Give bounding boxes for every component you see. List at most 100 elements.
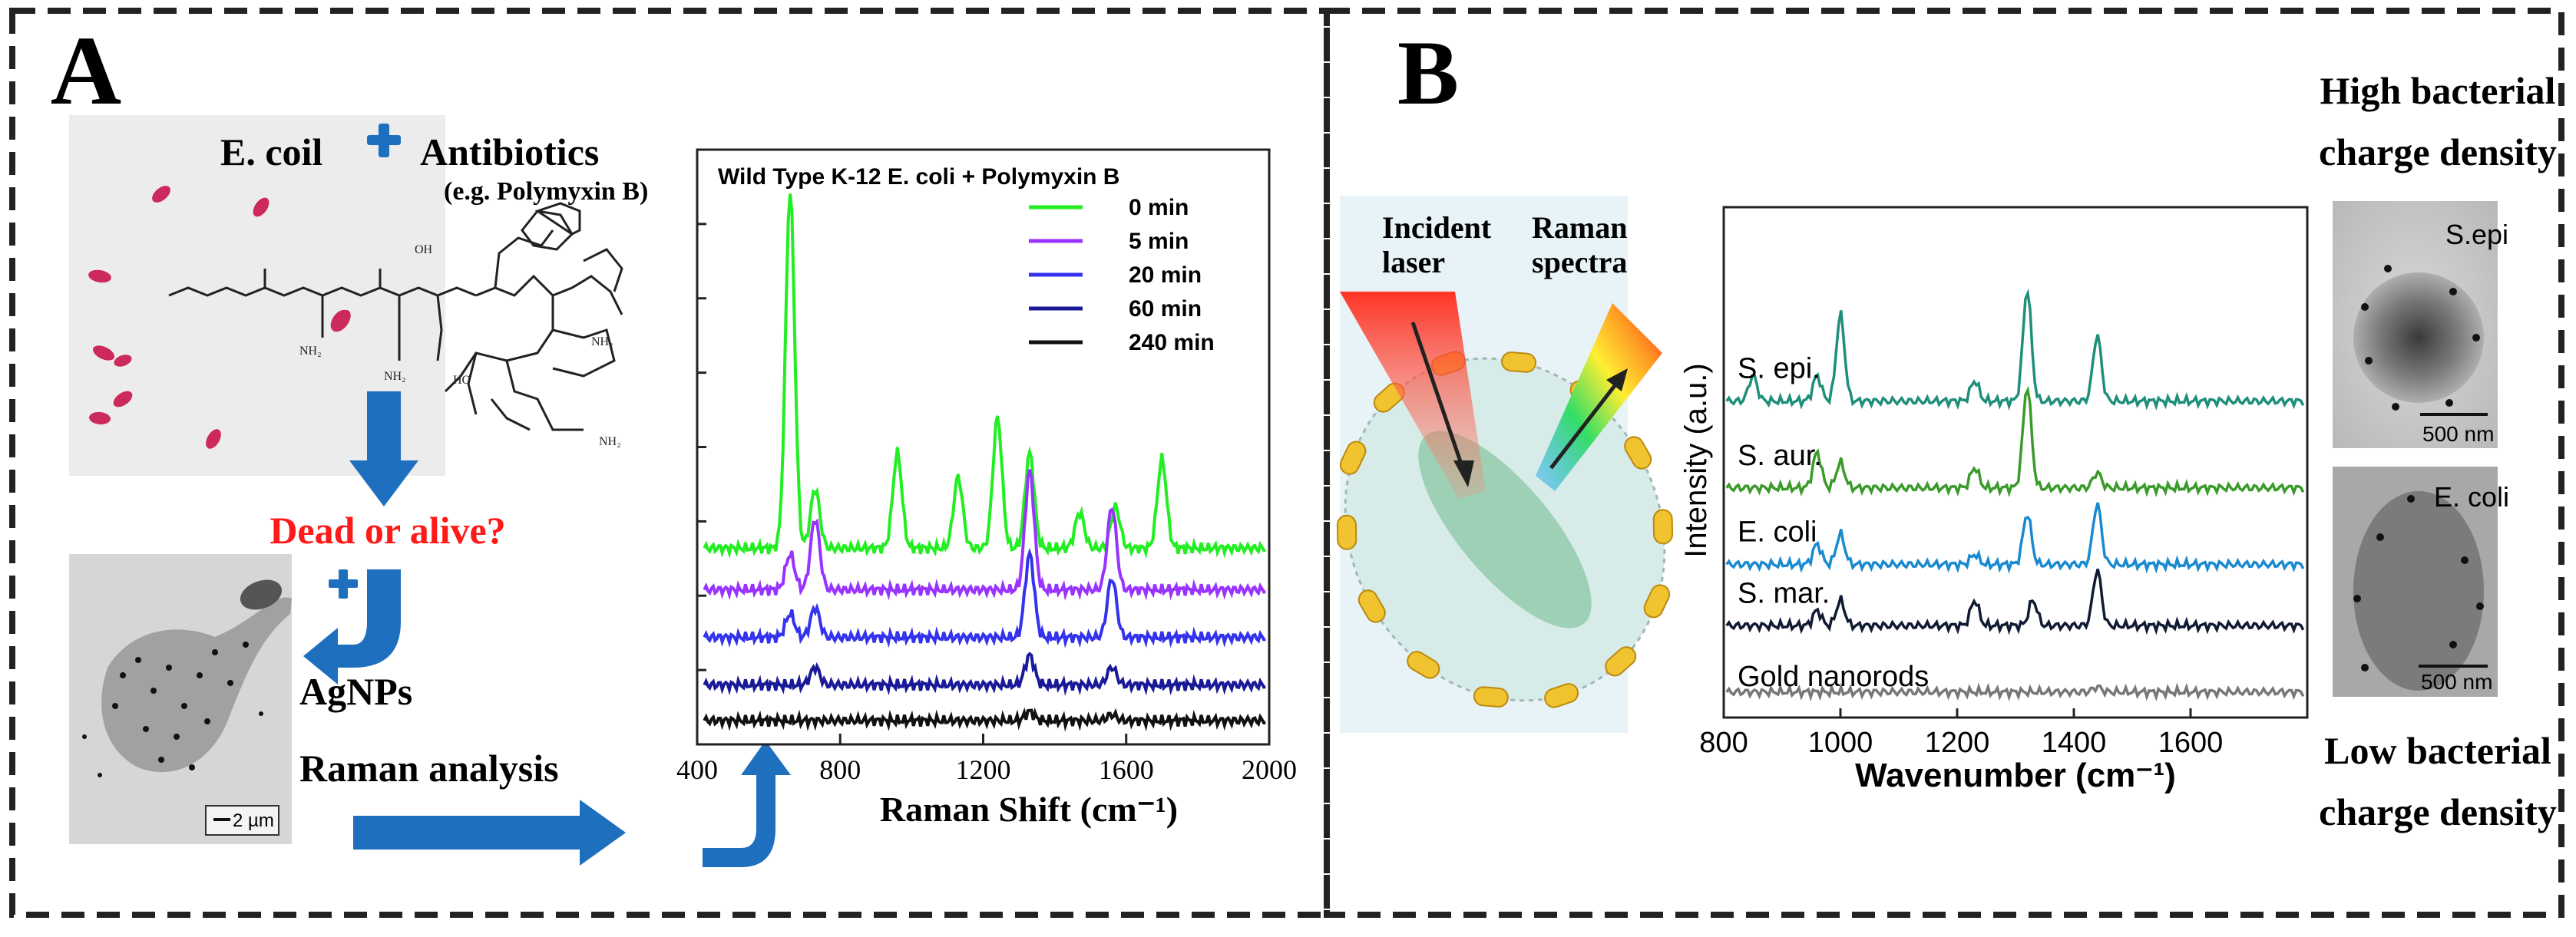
chart-raman-time-series: Wild Type K-12 E. coli + Polymyxin B 0 m… — [676, 148, 1297, 829]
incident-laser-arrow — [1410, 322, 1465, 469]
ecoli-cell — [152, 186, 170, 203]
svg-text:OH: OH — [415, 243, 433, 256]
polymyxin-b-structure — [168, 202, 623, 431]
chart1-x-axis-label: Raman Shift (cm⁻¹) — [880, 790, 1178, 829]
tem-ecoli-label: E. coli — [2434, 481, 2509, 513]
chart1-legend: 0 min 5 min 20 min 60 min 240 min — [1029, 195, 1215, 355]
chart1-series-line — [703, 652, 1266, 696]
panel-b-label: B — [1397, 21, 1459, 124]
chart2-x-ticks: 800 1000 1200 1400 1600 — [1699, 708, 2223, 759]
chart1-series-line — [703, 469, 1266, 601]
incident-laser-label-line2: laser — [1382, 245, 1445, 279]
chart1-legend-label: 240 min — [1129, 330, 1215, 355]
low-density-label-line2: charge density — [2319, 790, 2557, 833]
gold-nanorods — [1336, 351, 1674, 708]
chart1-legend-label: 20 min — [1129, 262, 1202, 288]
chart2-series-label: Gold nanorods — [1738, 661, 1929, 693]
svg-text:HO: HO — [453, 374, 471, 387]
chart2-series-line — [1725, 288, 2305, 411]
tem-sepi-cell — [2353, 272, 2484, 403]
chart2-x-tick-label: 1000 — [1808, 727, 1873, 759]
gold-nanorod — [1652, 509, 1674, 545]
low-density-label-line1: Low bacterial — [2324, 729, 2551, 772]
gold-nanorod — [1501, 351, 1537, 373]
ecoli-cell — [88, 269, 111, 283]
chart1-series — [703, 193, 1266, 732]
raman-scatter-arrowhead — [1606, 368, 1628, 391]
tem-cell-cluster — [101, 579, 292, 773]
gold-nanorod — [1643, 584, 1671, 619]
raman-spectra-label-line1: Raman — [1532, 210, 1627, 245]
ecoli-cell — [253, 197, 270, 217]
chart1-x-tick-label: 1200 — [956, 754, 1011, 785]
panel-b-frame — [1324, 8, 2564, 918]
gold-nanorod — [1473, 686, 1509, 708]
panel-a-label: A — [51, 16, 121, 125]
chart1-legend-label: 5 min — [1129, 229, 1189, 254]
chart2-series-label: S. epi. — [1738, 353, 1820, 385]
ecoli-cell — [206, 429, 221, 449]
chart2-y-axis-label: Intensity (a.u.) — [1679, 363, 1713, 557]
chart2-series-line — [1725, 569, 2305, 635]
antibiotics-label: Antibiotics — [420, 130, 599, 173]
gold-nanorod — [1357, 589, 1386, 623]
right-arrow — [353, 800, 626, 866]
raman-spectra-label-line2: spectra — [1532, 245, 1627, 279]
high-density-label-line1: High bacterial — [2320, 69, 2556, 112]
chart1-x-tick-label: 400 — [676, 754, 718, 785]
chart1-legend-label: 0 min — [1129, 195, 1189, 220]
chart2-series-label: S. aur. — [1738, 440, 1822, 472]
gold-nanorod — [1336, 514, 1357, 550]
chart2-x-tick-label: 1400 — [2042, 727, 2107, 759]
gold-nanorod — [1407, 651, 1440, 679]
chart2-series: S. epi. S. aur. E. coli S. mar. Gold nanorod… — [1725, 288, 2305, 702]
svg-text:NH₂: NH₂ — [591, 335, 613, 348]
incident-laser-label-line1: Incident — [1382, 210, 1492, 245]
incident-laser-beam — [1340, 292, 1486, 499]
raman-scatter-arrow — [1549, 382, 1618, 470]
tem-ecoli-scale-label: 500 nm — [2421, 670, 2492, 694]
agnp-dots — [82, 642, 263, 777]
gold-nanorod — [1339, 440, 1367, 475]
agnps-label: AgNPs — [299, 670, 412, 713]
chart2-series-label: E. coli — [1738, 516, 1817, 549]
ecoli-cell — [89, 411, 111, 425]
ecoli-cell — [92, 345, 115, 361]
chart2-x-tick-label: 1200 — [1925, 727, 1990, 759]
chart1-x-tick-label: 1600 — [1099, 754, 1154, 785]
up-curved-arrow — [703, 741, 791, 867]
chart1-series-line — [703, 547, 1266, 648]
chart1-x-tick-label: 2000 — [1242, 754, 1297, 785]
plus-icon-agnps — [329, 569, 358, 599]
chart1-y-ticks — [697, 223, 706, 671]
chart2-series-line — [1725, 682, 2305, 702]
ecoli-cell — [113, 391, 133, 407]
chart1-series-line — [703, 707, 1266, 732]
incident-laser-arrowhead — [1453, 460, 1474, 487]
ecoli-label: E. coil — [220, 130, 322, 173]
chart2-x-tick-label: 800 — [1699, 727, 1748, 759]
ecoli-cell — [114, 355, 132, 367]
ecoli-cell-highlight — [330, 309, 350, 332]
chart2-series-line — [1725, 502, 2305, 574]
tem-ecoli-cell — [2353, 491, 2484, 691]
svg-text:NH₂: NH₂ — [299, 345, 322, 358]
chart-sers-bacteria: S. epi. S. aur. E. coli S. mar. Gold nanorod… — [1679, 206, 2309, 794]
gold-nanorod — [1605, 646, 1637, 677]
antibiotics-example: (e.g. Polymyxin B) — [444, 177, 648, 206]
high-density-label-line2: charge density — [2319, 130, 2557, 173]
down-arrow — [349, 391, 418, 506]
ecoli-cells — [88, 186, 351, 449]
dead-or-alive-question: Dead or alive? — [270, 509, 505, 552]
plus-icon — [367, 124, 401, 157]
tem-scalebar-label: 2 µm — [233, 810, 274, 831]
tem-sepi-scale-label: 500 nm — [2422, 422, 2494, 446]
tem-sepi-particles — [2361, 265, 2480, 411]
chart2-series-line — [1725, 385, 2305, 498]
raman-analysis-label: Raman analysis — [299, 747, 559, 790]
chart1-legend-label: 60 min — [1129, 296, 1202, 322]
chart1-series-line — [703, 193, 1266, 559]
chart1-x-tick-label: 800 — [819, 754, 861, 785]
